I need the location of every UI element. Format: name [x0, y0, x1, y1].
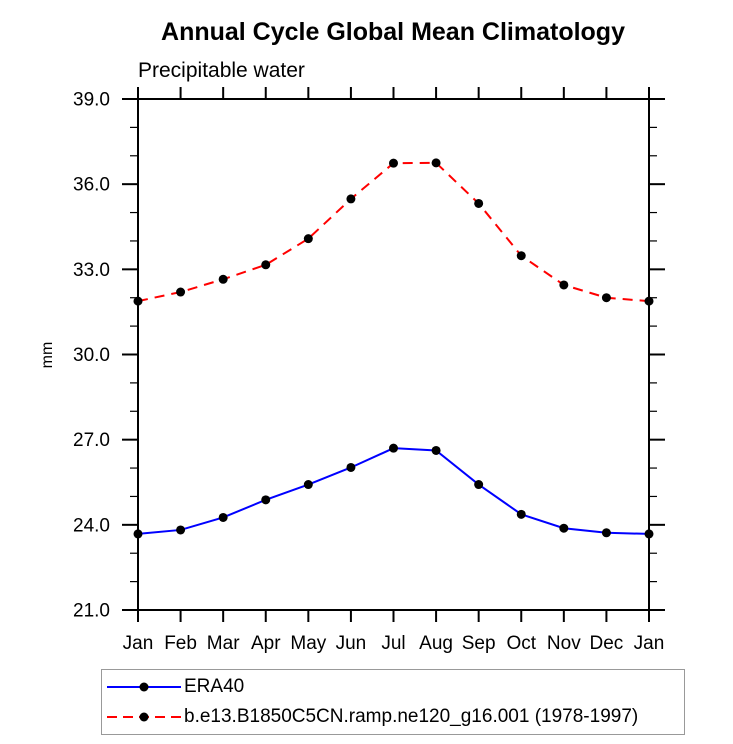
x-tick-label: May — [290, 633, 326, 654]
data-point-marker — [346, 194, 356, 204]
x-tick-label: Apr — [251, 633, 281, 654]
y-tick-label: 30.0 — [73, 345, 110, 366]
x-tick-label: Mar — [207, 633, 240, 654]
y-tick-label: 36.0 — [73, 175, 110, 196]
data-point-marker — [559, 523, 569, 533]
legend-marker-dot — [139, 682, 149, 692]
data-point-marker — [601, 528, 611, 538]
data-point-marker — [303, 234, 313, 244]
data-point-marker — [133, 529, 143, 539]
data-point-marker — [431, 445, 441, 455]
x-tick-label: Nov — [547, 633, 581, 654]
data-point-marker — [261, 495, 271, 505]
y-tick-label: 27.0 — [73, 430, 110, 451]
series-layer — [133, 158, 654, 539]
x-tick-label: Oct — [506, 633, 536, 654]
legend-line-sample — [107, 712, 181, 722]
axes-layer: 21.0 24.0 27.0 30.0 33.0 36.0 39.0 Jan Feb Mar Apr… — [73, 87, 665, 654]
data-point-marker — [474, 198, 484, 208]
y-tick-label: 33.0 — [73, 260, 110, 281]
x-tick-label: Sep — [462, 633, 496, 654]
legend-box: ERA40 b.e13.B1850C5CN.ramp.ne120_g16.001 … — [101, 669, 685, 735]
y-tick-label: 39.0 — [73, 90, 110, 111]
x-tick-label: Aug — [419, 633, 453, 654]
chart-title: Annual Cycle Global Mean Climatology — [161, 18, 625, 46]
data-point-marker — [346, 462, 356, 472]
data-point-marker — [218, 274, 228, 284]
data-point-marker — [303, 480, 313, 490]
x-tick-label: Feb — [164, 633, 197, 654]
legend-marker-dot — [139, 712, 149, 722]
legend-label: b.e13.B1850C5CN.ramp.ne120_g16.001 (1978… — [184, 706, 639, 727]
data-point-marker — [474, 480, 484, 490]
data-point-marker — [644, 529, 654, 539]
plot-frame — [137, 98, 650, 611]
x-tick-label: Jan — [123, 633, 154, 654]
data-point-marker — [644, 296, 654, 306]
x-tick-label: Jan — [634, 633, 665, 654]
data-point-marker — [133, 296, 143, 306]
y-tick-label: 21.0 — [73, 601, 110, 622]
data-point-marker — [218, 512, 228, 522]
series-line-0 — [137, 447, 650, 535]
legend-label: ERA40 — [184, 676, 245, 697]
data-point-marker — [431, 158, 441, 168]
legend-row: ERA40 — [102, 672, 684, 702]
data-point-marker — [261, 260, 271, 270]
x-tick-label: Jul — [381, 633, 405, 654]
data-point-marker — [516, 251, 526, 261]
data-point-marker — [176, 287, 186, 297]
y-axis-label: mm — [39, 342, 56, 369]
legend-row: b.e13.B1850C5CN.ramp.ne120_g16.001 (1978… — [102, 702, 684, 732]
series-line-1 — [137, 161, 650, 303]
x-tick-label: Dec — [590, 633, 624, 654]
legend-line-sample — [107, 682, 181, 692]
data-point-marker — [176, 525, 186, 535]
chart-subtitle: Precipitable water — [138, 59, 305, 82]
y-tick-label: 24.0 — [73, 515, 110, 536]
data-point-marker — [559, 280, 569, 290]
x-tick-label: Jun — [336, 633, 367, 654]
data-point-marker — [601, 293, 611, 303]
data-point-marker — [389, 158, 398, 168]
data-point-marker — [516, 509, 526, 519]
data-point-marker — [389, 443, 398, 453]
